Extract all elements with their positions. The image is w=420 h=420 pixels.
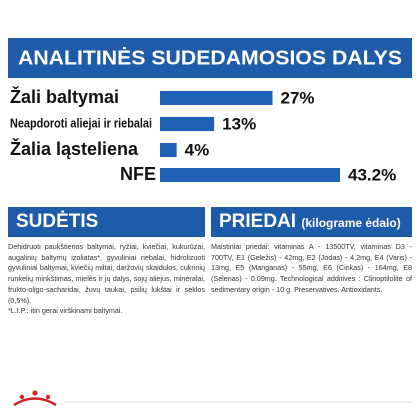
section-note: *L.I.P.: itin gerai virškinami baltymai.: [8, 306, 123, 316]
section-body: Dehidruoti paukštienos baltymai, ryžiai,…: [8, 242, 205, 317]
category-label: NFE: [120, 164, 156, 184]
section-body: Maistiniai priedai: vitaminas A - 13500T…: [211, 242, 412, 296]
value-label: 43.2%: [348, 165, 396, 184]
category-label: Neapdoroti aliejai ir riebalai: [10, 116, 152, 130]
section-title: SUDĖTIS: [16, 211, 99, 232]
value-label: 13%: [222, 114, 256, 133]
bar: [160, 143, 177, 157]
logo: [6, 390, 412, 412]
value-label: 4%: [185, 140, 210, 159]
bar: [160, 168, 340, 182]
section-text: Maistiniai priedai: vitaminas A - 13500T…: [211, 242, 412, 294]
section-title: PRIEDAI: [219, 211, 297, 232]
value-label: 27%: [281, 88, 315, 107]
chart-title: ANALITINĖS SUDEDAMOSIOS DALYS: [18, 46, 402, 69]
section-header: SUDĖTIS: [8, 207, 205, 237]
category-label: Žalia ląsteliena: [10, 138, 139, 159]
section-header: PRIEDAI (kilograme ėdalo): [211, 207, 412, 237]
title-banner: [8, 38, 412, 78]
section-subtitle: (kilograme ėdalo): [301, 216, 401, 230]
category-label: Žali baltymai: [10, 86, 119, 107]
bar: [160, 91, 273, 105]
section-text: Dehidruoti paukštienos baltymai, ryžiai,…: [8, 242, 205, 305]
bar: [160, 117, 215, 131]
